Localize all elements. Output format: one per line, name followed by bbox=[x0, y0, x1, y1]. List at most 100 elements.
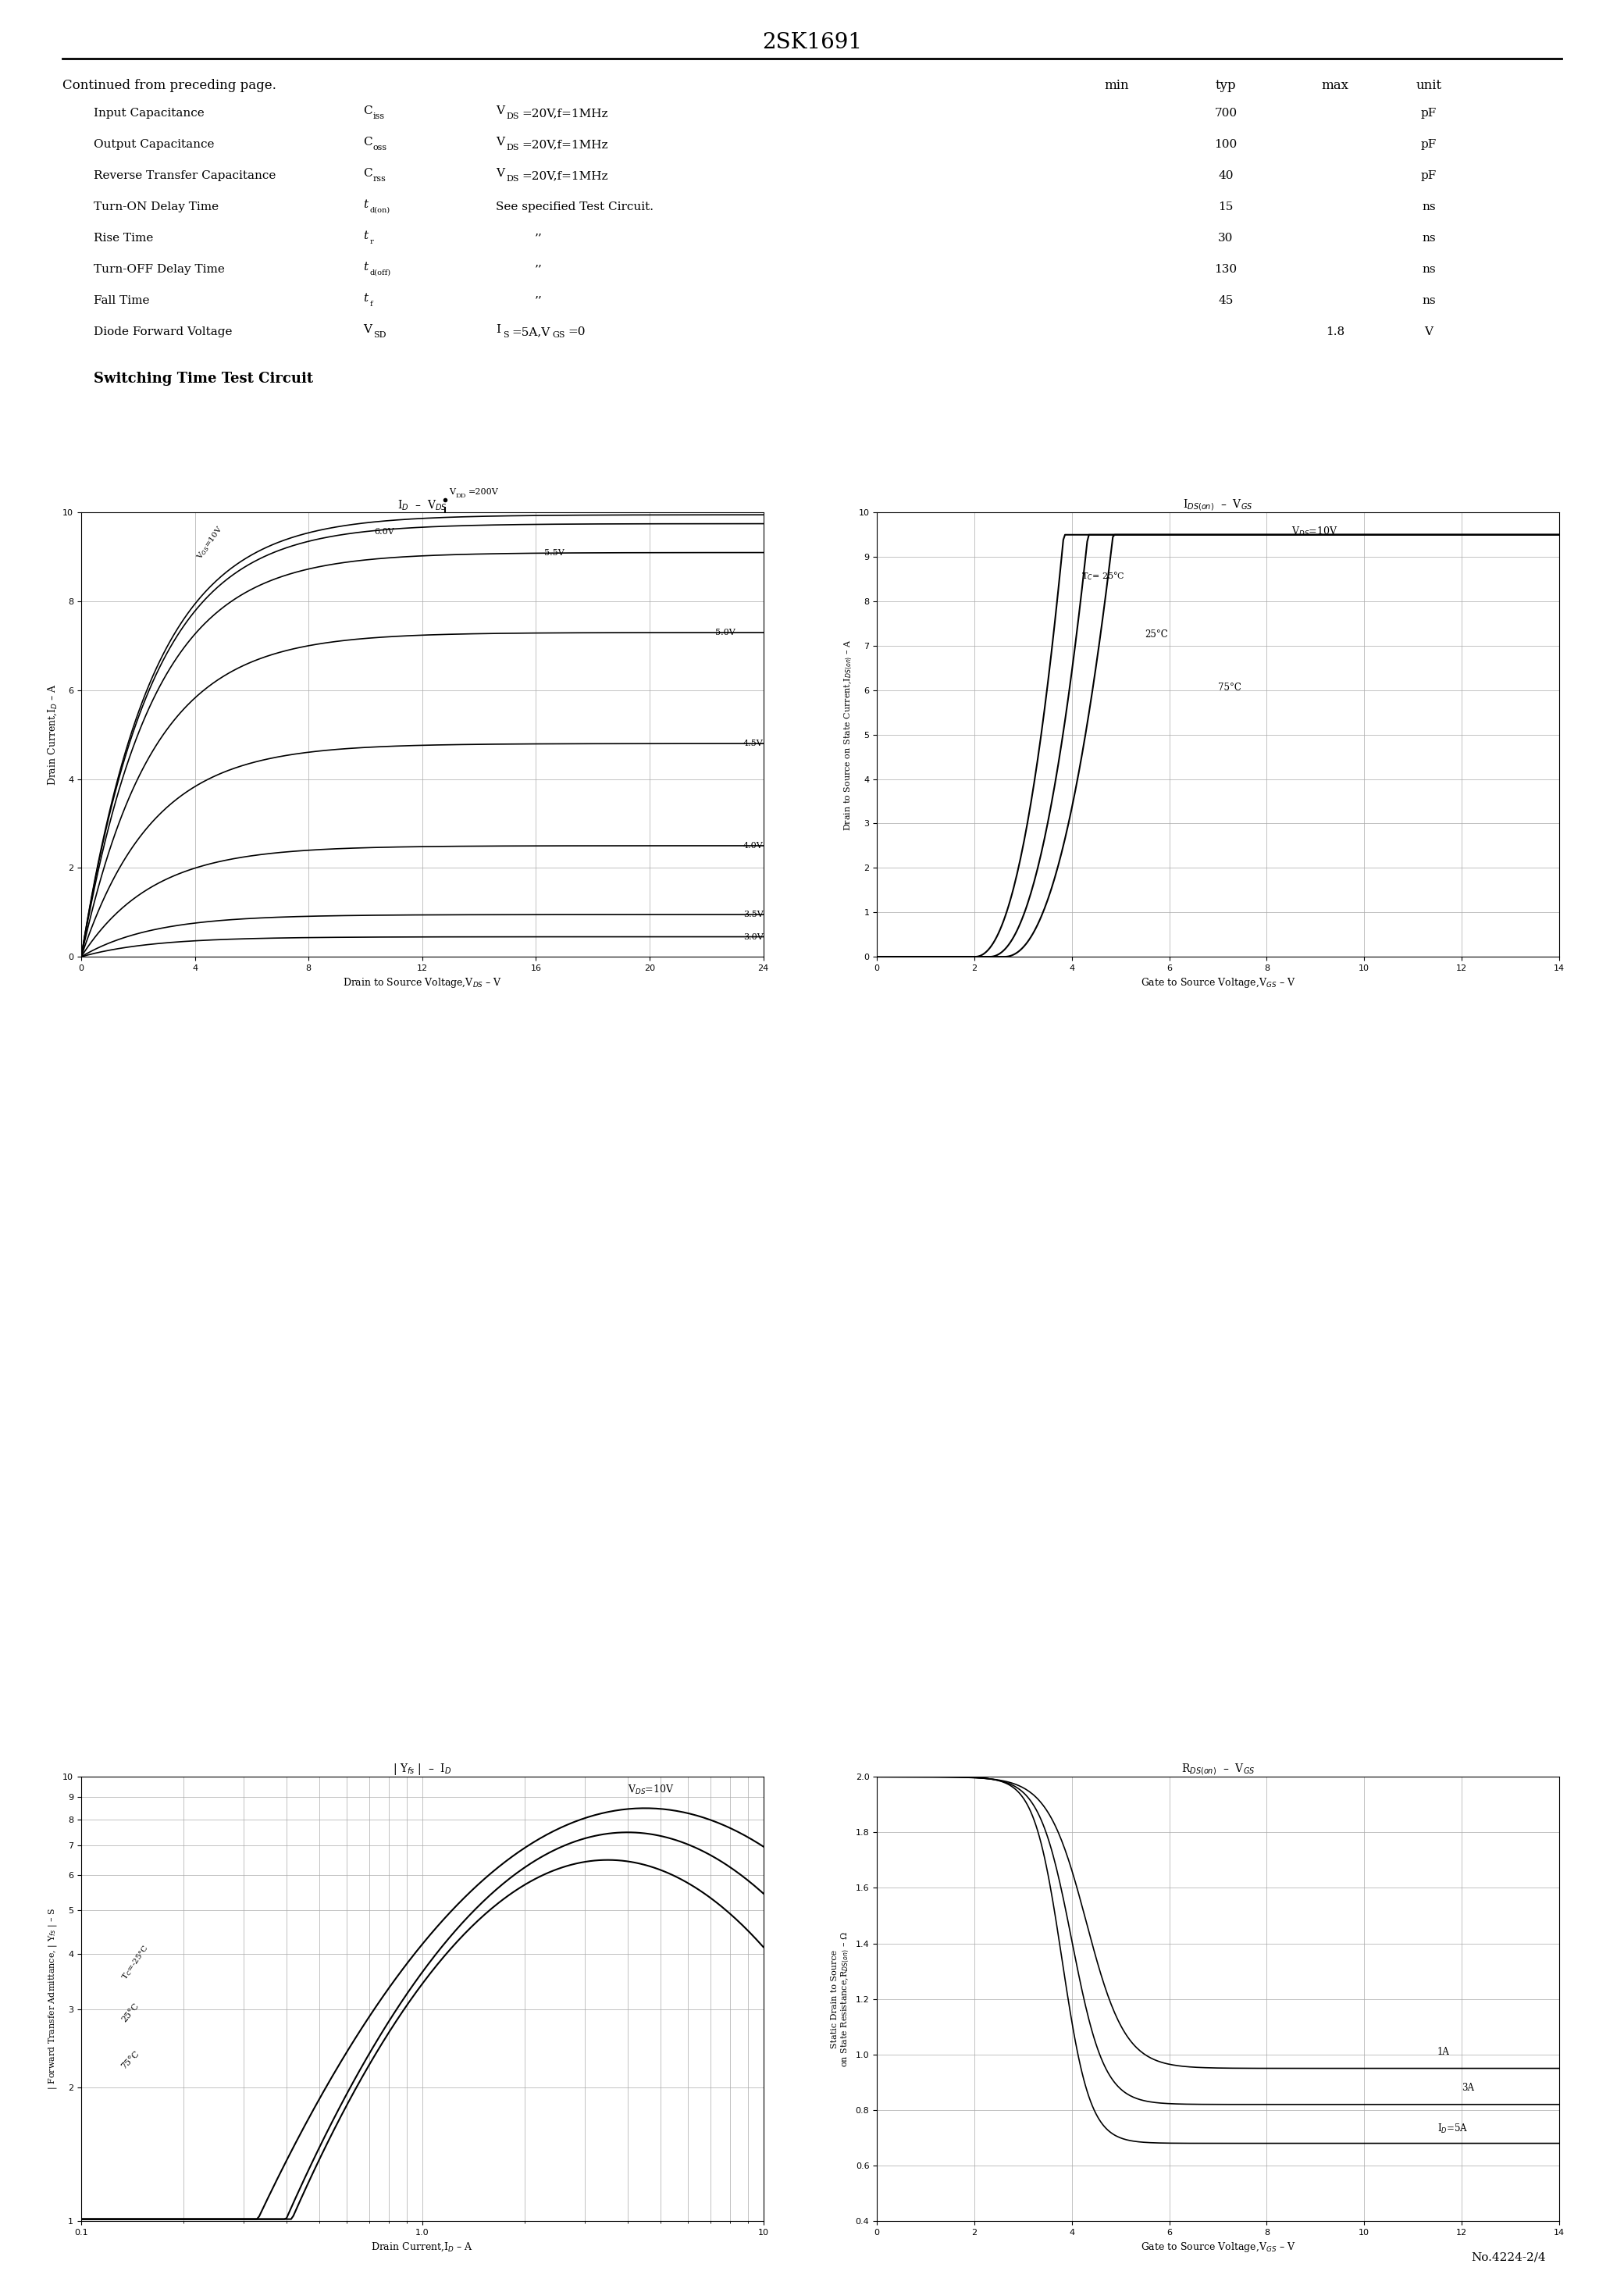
Text: =20V,f=1MHz: =20V,f=1MHz bbox=[521, 107, 607, 118]
Text: V$_{DS}$=10V: V$_{DS}$=10V bbox=[1291, 526, 1338, 538]
Text: V: V bbox=[495, 169, 505, 180]
Text: 2SK1691: 2SK1691 bbox=[460, 661, 500, 667]
Text: t: t bbox=[364, 230, 369, 241]
Text: pF: pF bbox=[1421, 171, 1437, 182]
Text: PW=10µs: PW=10µs bbox=[94, 601, 135, 608]
Text: 2SK1691: 2SK1691 bbox=[762, 32, 862, 52]
Text: Diode Forward Voltage: Diode Forward Voltage bbox=[94, 326, 232, 337]
Text: Input Capacitance: Input Capacitance bbox=[94, 107, 205, 118]
Text: R: R bbox=[463, 544, 469, 551]
Title: R$_{DS(on)}$  –  V$_{GS}$: R$_{DS(on)}$ – V$_{GS}$ bbox=[1181, 1761, 1255, 1777]
Text: rss: rss bbox=[374, 175, 387, 182]
Text: 15: 15 bbox=[1218, 200, 1233, 212]
X-axis label: Gate to Source Voltage,V$_{GS}$ – V: Gate to Source Voltage,V$_{GS}$ – V bbox=[1140, 977, 1296, 989]
Text: See specified Test Circuit.: See specified Test Circuit. bbox=[495, 200, 653, 212]
Text: 6.0V: 6.0V bbox=[374, 528, 395, 535]
Text: min: min bbox=[1104, 80, 1129, 93]
Text: V: V bbox=[364, 323, 372, 335]
Text: T$_C$=-25°C: T$_C$=-25°C bbox=[120, 1943, 151, 1982]
Text: G: G bbox=[393, 622, 401, 629]
Text: Vin: Vin bbox=[187, 599, 203, 611]
Text: t: t bbox=[364, 262, 369, 273]
Text: S: S bbox=[503, 330, 508, 339]
Text: d(on): d(on) bbox=[370, 207, 390, 214]
Text: SD: SD bbox=[374, 330, 387, 339]
Text: ’’: ’’ bbox=[534, 232, 542, 244]
Text: max: max bbox=[1322, 80, 1350, 93]
Bar bbox=[430, 515, 460, 558]
Text: DS: DS bbox=[507, 144, 518, 153]
Text: 25°C: 25°C bbox=[120, 2002, 140, 2023]
Text: D.C.≤1%: D.C.≤1% bbox=[94, 615, 130, 622]
Text: 45: 45 bbox=[1218, 296, 1233, 305]
Title: I$_D$  –  V$_{DS}$: I$_D$ – V$_{DS}$ bbox=[398, 499, 447, 513]
Text: Turn-ON Delay Time: Turn-ON Delay Time bbox=[94, 200, 219, 212]
Text: 10V: 10V bbox=[97, 547, 115, 554]
Text: I: I bbox=[495, 323, 500, 335]
Text: I: I bbox=[463, 526, 466, 535]
Text: Vin: Vin bbox=[125, 526, 141, 535]
Text: =200V: =200V bbox=[468, 487, 499, 497]
X-axis label: Gate to Source Voltage,V$_{GS}$ – V: Gate to Source Voltage,V$_{GS}$ – V bbox=[1140, 2242, 1296, 2253]
Text: 30: 30 bbox=[1218, 232, 1233, 244]
Text: 1A: 1A bbox=[1437, 2046, 1450, 2057]
Text: ’’: ’’ bbox=[534, 264, 542, 276]
Text: 700: 700 bbox=[1215, 107, 1237, 118]
Text: 100: 100 bbox=[1215, 139, 1237, 150]
Text: typ: typ bbox=[1215, 80, 1236, 93]
Text: V$_{DS}$=10V: V$_{DS}$=10V bbox=[627, 1784, 674, 1795]
Text: iss: iss bbox=[374, 112, 385, 121]
Text: Fall Time: Fall Time bbox=[94, 296, 149, 305]
Y-axis label: Drain to Source on State Current,I$_{DS(on)}$ – A: Drain to Source on State Current,I$_{DS(… bbox=[843, 638, 854, 831]
Text: C: C bbox=[364, 169, 372, 180]
Text: Turn-OFF Delay Time: Turn-OFF Delay Time bbox=[94, 264, 224, 276]
Title: I$_{DS(on)}$  –  V$_{GS}$: I$_{DS(on)}$ – V$_{GS}$ bbox=[1182, 497, 1254, 513]
Text: DS: DS bbox=[507, 112, 518, 121]
Text: 25°C: 25°C bbox=[1145, 629, 1168, 640]
Text: unit: unit bbox=[1416, 80, 1442, 93]
Text: ns: ns bbox=[1423, 232, 1436, 244]
Text: t: t bbox=[364, 198, 369, 210]
Text: V: V bbox=[448, 487, 455, 497]
Text: f: f bbox=[370, 301, 374, 308]
Text: DD: DD bbox=[456, 492, 466, 499]
Text: =20V,f=1MHz: =20V,f=1MHz bbox=[521, 139, 607, 150]
Text: 4.0V: 4.0V bbox=[744, 843, 763, 850]
Text: 40: 40 bbox=[1218, 171, 1233, 182]
Bar bbox=[200, 674, 226, 693]
Text: Rise Time: Rise Time bbox=[94, 232, 153, 244]
Text: 0V: 0V bbox=[97, 574, 109, 581]
Text: =3A: =3A bbox=[473, 526, 492, 535]
Text: oss: oss bbox=[374, 144, 388, 153]
Text: P.G.: P.G. bbox=[161, 647, 179, 656]
Text: =0: =0 bbox=[568, 326, 585, 337]
Title: | Y$_{fs}$ |  –  I$_D$: | Y$_{fs}$ | – I$_D$ bbox=[393, 1761, 451, 1777]
Text: V$_{GS}$=10V: V$_{GS}$=10V bbox=[195, 524, 226, 560]
Text: Output Capacitance: Output Capacitance bbox=[94, 139, 214, 150]
Text: 1.8: 1.8 bbox=[1325, 326, 1345, 337]
Y-axis label: | Forward Transfer Admittance, | Y$_{fs}$ | – S: | Forward Transfer Admittance, | Y$_{fs}… bbox=[47, 1909, 58, 2089]
Text: pF: pF bbox=[1421, 107, 1437, 118]
Text: DS: DS bbox=[507, 175, 518, 182]
Text: ns: ns bbox=[1423, 264, 1436, 276]
Text: ’’: ’’ bbox=[534, 296, 542, 305]
Text: 75°C: 75°C bbox=[1218, 683, 1241, 693]
Text: V: V bbox=[495, 105, 505, 116]
Text: No.4224-2/4: No.4224-2/4 bbox=[1471, 2251, 1546, 2262]
Text: r: r bbox=[370, 237, 374, 244]
Text: Reverse Transfer Capacitance: Reverse Transfer Capacitance bbox=[94, 171, 276, 182]
Text: S: S bbox=[448, 661, 455, 667]
Text: 3.5V: 3.5V bbox=[744, 911, 763, 918]
Text: 3A: 3A bbox=[1462, 2082, 1475, 2093]
Text: V: V bbox=[1424, 326, 1432, 337]
Text: =5A,V: =5A,V bbox=[512, 326, 551, 337]
Text: 4.5V: 4.5V bbox=[744, 740, 763, 747]
Y-axis label: Drain Current,I$_D$ – A: Drain Current,I$_D$ – A bbox=[45, 683, 58, 786]
Text: GS: GS bbox=[552, 330, 565, 339]
Text: =20V,f=1MHz: =20V,f=1MHz bbox=[521, 171, 607, 182]
Text: D: D bbox=[468, 524, 474, 531]
Text: ns: ns bbox=[1423, 200, 1436, 212]
Text: C: C bbox=[364, 137, 372, 148]
Text: 130: 130 bbox=[1215, 264, 1237, 276]
Text: T$_C$= 25°C: T$_C$= 25°C bbox=[1082, 570, 1125, 583]
